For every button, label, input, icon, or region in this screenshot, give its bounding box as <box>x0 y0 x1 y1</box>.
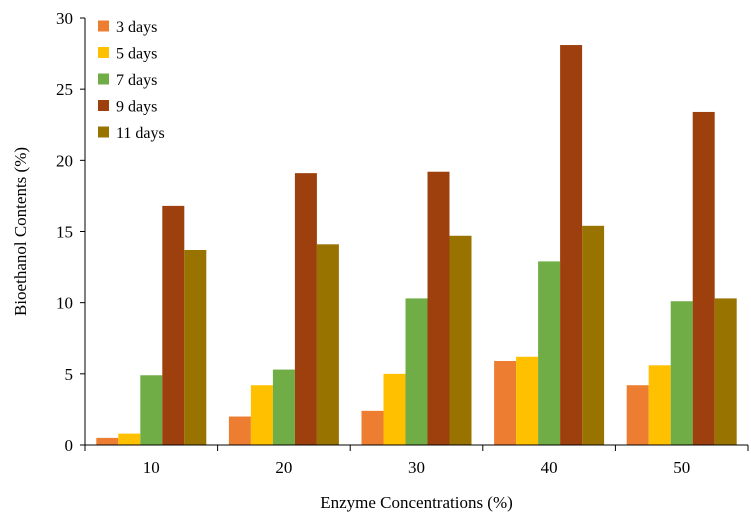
x-tick-label: 10 <box>143 458 160 477</box>
bar <box>272 369 295 445</box>
x-axis-ticks: 10 20 30 40 50 <box>84 445 749 477</box>
bar <box>670 301 693 445</box>
bar <box>449 235 472 445</box>
y-tick-label: 10 <box>56 294 73 313</box>
bar <box>494 361 517 445</box>
legend-label: 11 days <box>116 125 165 142</box>
y-tick-label: 0 <box>65 436 74 455</box>
x-tick-label: 30 <box>408 458 425 477</box>
bar <box>162 205 185 445</box>
x-tick-label: 40 <box>541 458 558 477</box>
x-tick-label: 20 <box>275 458 292 477</box>
bar <box>96 437 119 445</box>
legend-swatch <box>98 20 109 32</box>
bar <box>383 373 406 445</box>
legend-swatch <box>98 126 109 138</box>
bar <box>294 173 317 445</box>
x-axis-title: Enzyme Concentrations (%) <box>320 493 513 512</box>
bar <box>648 365 671 445</box>
y-tick-label: 20 <box>56 151 73 170</box>
y-axis-ticks: 0 5 10 15 20 25 30 <box>56 9 85 455</box>
bar <box>140 375 163 445</box>
legend: 3 days 5 days 7 days 9 days 11 days <box>98 19 165 142</box>
y-tick-label: 25 <box>56 80 73 99</box>
bar <box>626 385 649 445</box>
bar <box>405 298 428 445</box>
bar <box>316 244 339 445</box>
bar <box>250 385 273 445</box>
bar <box>184 250 207 445</box>
legend-label: 7 days <box>116 72 157 89</box>
y-tick-label: 30 <box>56 9 73 28</box>
bar <box>516 356 539 445</box>
bars <box>96 45 737 445</box>
legend-swatch <box>98 100 109 111</box>
legend-label: 5 days <box>116 46 157 63</box>
bar <box>118 433 141 445</box>
x-tick-label: 50 <box>673 458 690 477</box>
y-tick-label: 15 <box>56 223 73 242</box>
legend-swatch <box>98 47 109 58</box>
legend-label: 9 days <box>116 99 157 116</box>
legend-swatch <box>98 73 109 85</box>
bar <box>714 298 737 445</box>
bar <box>538 261 561 445</box>
y-tick-label: 5 <box>65 365 74 384</box>
bar <box>560 45 583 445</box>
y-axis-title: Bioethanol Contents (%) <box>11 147 30 316</box>
legend-label: 3 days <box>116 19 157 36</box>
bar <box>582 225 605 445</box>
bar <box>427 171 450 445</box>
bar <box>228 416 251 445</box>
bar <box>361 410 384 445</box>
bar <box>692 111 715 445</box>
